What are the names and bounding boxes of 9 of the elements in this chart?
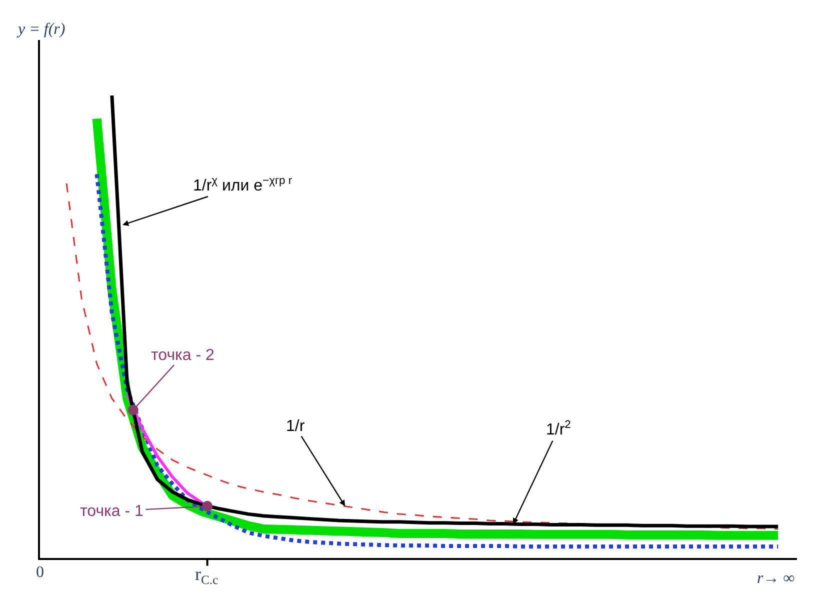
annotation: 1/r$^{χ}$ или e$^{−χгр r}$ — [193, 175, 292, 195]
text: r$_{C.c}$ — [195, 564, 219, 587]
text: 0 — [36, 564, 44, 581]
annotation: 1/r$^{2}$ — [546, 419, 571, 439]
annotation: точка - 2 — [151, 347, 214, 364]
annotation: точка - 1 — [80, 503, 144, 520]
y-axis-title: y = f(r) — [16, 21, 66, 38]
annotation: 1/r — [286, 418, 306, 435]
x-axis-title: r→ ∞ — [757, 570, 795, 587]
